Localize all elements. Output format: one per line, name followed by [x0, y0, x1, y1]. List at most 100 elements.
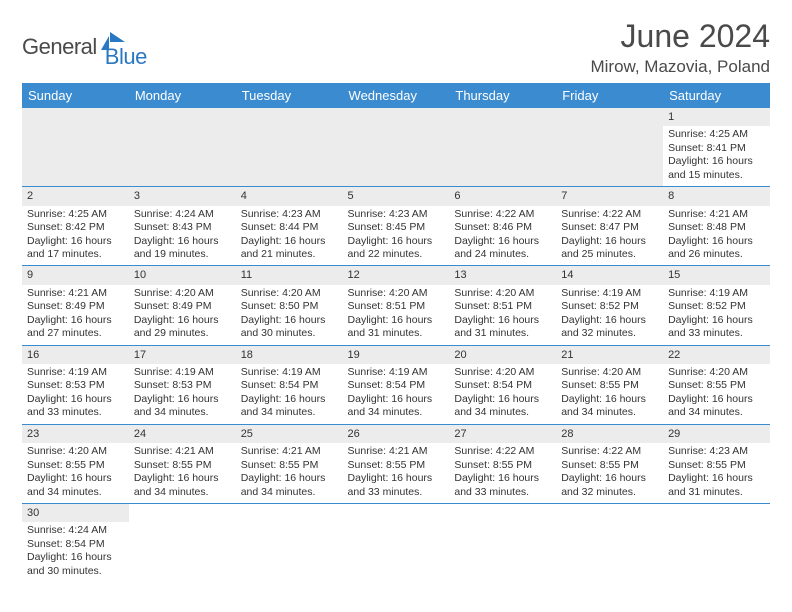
- calendar-cell: 4Sunrise: 4:23 AMSunset: 8:44 PMDaylight…: [236, 187, 343, 266]
- daylight-line: Daylight: 16 hours and 34 minutes.: [27, 472, 124, 499]
- calendar-cell: [236, 503, 343, 582]
- sunset-line: Sunset: 8:55 PM: [668, 459, 765, 472]
- calendar-cell: 15Sunrise: 4:19 AMSunset: 8:52 PMDayligh…: [663, 266, 770, 345]
- calendar-cell: [449, 503, 556, 582]
- sunrise-line: Sunrise: 4:23 AM: [668, 445, 765, 458]
- sunset-line: Sunset: 8:55 PM: [348, 459, 445, 472]
- sunset-line: Sunset: 8:54 PM: [348, 379, 445, 392]
- calendar-cell: [129, 108, 236, 187]
- daylight-line: Daylight: 16 hours and 34 minutes.: [561, 393, 658, 420]
- daylight-line: Daylight: 16 hours and 34 minutes.: [134, 393, 231, 420]
- daylight-line: Daylight: 16 hours and 25 minutes.: [561, 235, 658, 262]
- calendar-cell: 28Sunrise: 4:22 AMSunset: 8:55 PMDayligh…: [556, 424, 663, 503]
- daylight-line: Daylight: 16 hours and 26 minutes.: [668, 235, 765, 262]
- sunset-line: Sunset: 8:55 PM: [454, 459, 551, 472]
- day-number: 25: [241, 428, 253, 441]
- calendar-cell: [129, 503, 236, 582]
- day-number: 16: [27, 349, 39, 362]
- daylight-line: Daylight: 16 hours and 31 minutes.: [454, 314, 551, 341]
- day-number: 24: [134, 428, 146, 441]
- calendar-cell: 1Sunrise: 4:25 AMSunset: 8:41 PMDaylight…: [663, 108, 770, 187]
- daylight-line: Daylight: 16 hours and 21 minutes.: [241, 235, 338, 262]
- calendar-cell: 6Sunrise: 4:22 AMSunset: 8:46 PMDaylight…: [449, 187, 556, 266]
- sunrise-line: Sunrise: 4:19 AM: [27, 366, 124, 379]
- sunrise-line: Sunrise: 4:19 AM: [561, 287, 658, 300]
- calendar-cell: [236, 108, 343, 187]
- calendar-cell: 12Sunrise: 4:20 AMSunset: 8:51 PMDayligh…: [343, 266, 450, 345]
- sunset-line: Sunset: 8:55 PM: [561, 459, 658, 472]
- calendar-row: 2Sunrise: 4:25 AMSunset: 8:42 PMDaylight…: [22, 187, 770, 266]
- daylight-line: Daylight: 16 hours and 33 minutes.: [27, 393, 124, 420]
- calendar-cell: 21Sunrise: 4:20 AMSunset: 8:55 PMDayligh…: [556, 345, 663, 424]
- month-title: June 2024: [590, 18, 770, 55]
- day-number: 13: [454, 269, 466, 282]
- sunset-line: Sunset: 8:53 PM: [27, 379, 124, 392]
- day-details: Sunrise: 4:21 AMSunset: 8:49 PMDaylight:…: [27, 287, 124, 341]
- calendar-cell: 26Sunrise: 4:21 AMSunset: 8:55 PMDayligh…: [343, 424, 450, 503]
- sunrise-line: Sunrise: 4:20 AM: [454, 366, 551, 379]
- day-details: Sunrise: 4:19 AMSunset: 8:54 PMDaylight:…: [241, 366, 338, 420]
- sunrise-line: Sunrise: 4:20 AM: [241, 287, 338, 300]
- day-details: Sunrise: 4:20 AMSunset: 8:55 PMDaylight:…: [668, 366, 765, 420]
- day-details: Sunrise: 4:21 AMSunset: 8:55 PMDaylight:…: [241, 445, 338, 499]
- daylight-line: Daylight: 16 hours and 30 minutes.: [27, 551, 124, 578]
- calendar-cell: 22Sunrise: 4:20 AMSunset: 8:55 PMDayligh…: [663, 345, 770, 424]
- daylight-line: Daylight: 16 hours and 19 minutes.: [134, 235, 231, 262]
- day-details: Sunrise: 4:22 AMSunset: 8:46 PMDaylight:…: [454, 208, 551, 262]
- calendar-cell: 27Sunrise: 4:22 AMSunset: 8:55 PMDayligh…: [449, 424, 556, 503]
- day-number: 9: [27, 269, 33, 282]
- sunset-line: Sunset: 8:55 PM: [134, 459, 231, 472]
- logo-text-blue: Blue: [105, 44, 147, 70]
- title-block: June 2024 Mirow, Mazovia, Poland: [590, 18, 770, 77]
- sunrise-line: Sunrise: 4:19 AM: [134, 366, 231, 379]
- daylight-line: Daylight: 16 hours and 31 minutes.: [668, 472, 765, 499]
- calendar-cell: 16 Sunrise: 4:19 AMSunset: 8:53 PMDayligh…: [22, 345, 129, 424]
- daylight-line: Daylight: 16 hours and 33 minutes.: [348, 472, 445, 499]
- day-details: Sunrise: 4:20 AMSunset: 8:55 PMDaylight:…: [27, 445, 124, 499]
- weekday-header: Monday: [129, 83, 236, 108]
- sunrise-line: Sunrise: 4:21 AM: [348, 445, 445, 458]
- day-details: Sunrise: 4:19 AMSunset: 8:54 PMDaylight:…: [348, 366, 445, 420]
- sunset-line: Sunset: 8:49 PM: [134, 300, 231, 313]
- daylight-line: Daylight: 16 hours and 22 minutes.: [348, 235, 445, 262]
- day-details: Sunrise: 4:20 AMSunset: 8:55 PMDaylight:…: [561, 366, 658, 420]
- daylight-line: Daylight: 16 hours and 34 minutes.: [454, 393, 551, 420]
- calendar-cell: [556, 108, 663, 187]
- calendar-cell: 19Sunrise: 4:19 AMSunset: 8:54 PMDayligh…: [343, 345, 450, 424]
- sunset-line: Sunset: 8:52 PM: [668, 300, 765, 313]
- daylight-line: Daylight: 16 hours and 32 minutes.: [561, 314, 658, 341]
- day-details: Sunrise: 4:20 AMSunset: 8:54 PMDaylight:…: [454, 366, 551, 420]
- calendar-cell: 30Sunrise: 4:24 AMSunset: 8:54 PMDayligh…: [22, 503, 129, 582]
- sunset-line: Sunset: 8:45 PM: [348, 221, 445, 234]
- header-bar: General Blue June 2024 Mirow, Mazovia, P…: [22, 18, 770, 77]
- day-number: 10: [134, 269, 146, 282]
- sunset-line: Sunset: 8:55 PM: [561, 379, 658, 392]
- calendar-cell: [22, 108, 129, 187]
- sunset-line: Sunset: 8:44 PM: [241, 221, 338, 234]
- sunrise-line: Sunrise: 4:21 AM: [27, 287, 124, 300]
- sunrise-line: Sunrise: 4:23 AM: [348, 208, 445, 221]
- day-details: Sunrise: 4:21 AMSunset: 8:55 PMDaylight:…: [134, 445, 231, 499]
- sunset-line: Sunset: 8:54 PM: [241, 379, 338, 392]
- sunset-line: Sunset: 8:46 PM: [454, 221, 551, 234]
- sunrise-line: Sunrise: 4:22 AM: [454, 208, 551, 221]
- calendar-cell: 13Sunrise: 4:20 AMSunset: 8:51 PMDayligh…: [449, 266, 556, 345]
- day-details: Sunrise: 4:22 AMSunset: 8:55 PMDaylight:…: [561, 445, 658, 499]
- calendar-cell: [343, 108, 450, 187]
- day-number: 11: [241, 269, 252, 282]
- day-details: Sunrise: 4:23 AMSunset: 8:45 PMDaylight:…: [348, 208, 445, 262]
- day-number: 17: [134, 349, 146, 362]
- sunrise-line: Sunrise: 4:19 AM: [348, 366, 445, 379]
- day-number: 27: [454, 428, 466, 441]
- weekday-header: Sunday: [22, 83, 129, 108]
- day-details: Sunrise: 4:21 AMSunset: 8:48 PMDaylight:…: [668, 208, 765, 262]
- location-text: Mirow, Mazovia, Poland: [590, 57, 770, 77]
- weekday-header: Thursday: [449, 83, 556, 108]
- day-number: 3: [134, 190, 140, 203]
- sunrise-line: Sunrise: 4:24 AM: [134, 208, 231, 221]
- sunrise-line: Sunrise: 4:22 AM: [561, 445, 658, 458]
- daylight-line: Daylight: 16 hours and 33 minutes.: [454, 472, 551, 499]
- day-number: 30: [27, 507, 39, 520]
- calendar-cell: 2Sunrise: 4:25 AMSunset: 8:42 PMDaylight…: [22, 187, 129, 266]
- day-details: Sunrise: 4:22 AMSunset: 8:47 PMDaylight:…: [561, 208, 658, 262]
